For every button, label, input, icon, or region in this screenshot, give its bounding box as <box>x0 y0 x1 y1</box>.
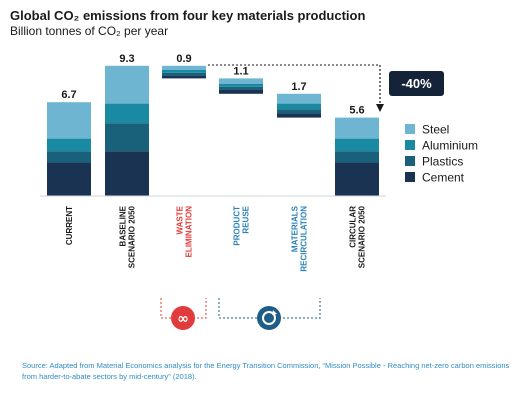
legend-swatch-steel <box>405 124 415 134</box>
source-note: Source: Adapted from Material Economics … <box>22 361 510 381</box>
bar-5-aluminium-segment <box>335 138 379 152</box>
bar-1-plastics-segment <box>105 123 149 152</box>
bar-5-plastics-segment <box>335 151 379 163</box>
labels-layer: 6.7 CURRENT 9.3 BASELINESCENARIO 2050 0.9 WAS… <box>61 53 366 272</box>
bar-0-category-label: CURRENT <box>65 206 74 245</box>
legend-label-plastics: Plastics <box>422 155 463 169</box>
bar-0-value-label: 6.7 <box>61 89 76 101</box>
legend-label-steel: Steel <box>422 123 449 137</box>
bar-2-cement-segment <box>162 75 206 79</box>
bar-3-plastics-segment <box>219 86 263 90</box>
bar-1-steel-segment <box>105 65 149 104</box>
bars-layer <box>40 65 386 197</box>
waste-elimination-bracket: ∞ <box>160 298 207 330</box>
infinity-icon <box>171 306 195 330</box>
bar-4-aluminium-segment <box>277 103 321 110</box>
bar-4-steel-segment <box>277 93 321 104</box>
circular-arrows-icon <box>257 306 281 330</box>
bar-5-value-label: 5.6 <box>349 105 364 117</box>
reduction-label: -40% <box>401 76 432 91</box>
reduction-badge <box>389 71 444 96</box>
bar-0-plastics-segment <box>47 151 91 163</box>
bar-1-category-label: BASELINESCENARIO 2050 <box>119 205 137 268</box>
chart-subtitle: Billion tonnes of CO₂ per year <box>10 24 169 38</box>
bar-2-plastics-segment <box>162 72 206 76</box>
bar-4-plastics-segment <box>277 109 321 114</box>
bar-3-aluminium-segment <box>219 84 263 87</box>
bar-1-aluminium-segment <box>105 103 149 124</box>
bar-4-cement-segment <box>277 113 321 118</box>
bar-2-steel-segment <box>162 65 206 70</box>
bar-2-category-label: WASTEELIMINATION <box>176 205 194 257</box>
bar-2-value-label: 0.9 <box>176 53 191 65</box>
legend-swatch-plastics <box>405 156 415 166</box>
bar-0-aluminium-segment <box>47 138 91 152</box>
bar-3-steel-segment <box>219 78 263 84</box>
bar-3-value-label: 1.1 <box>233 65 248 77</box>
chart-title: Global CO₂ emissions from four key mater… <box>10 8 366 23</box>
circularity-bracket <box>218 298 321 330</box>
bar-1-value-label: 9.3 <box>119 53 134 65</box>
reduction-arrow-head <box>376 104 384 112</box>
legend-label-cement: Cement <box>422 171 465 185</box>
bar-2-aluminium-segment <box>162 70 206 73</box>
legend-swatch-aluminium <box>405 140 415 150</box>
legend-swatch-cement <box>405 172 415 182</box>
bar-3-cement-segment <box>219 89 263 94</box>
svg-text:∞: ∞ <box>177 311 189 327</box>
bar-5-cement-segment <box>335 162 379 196</box>
bar-5-category-label: CIRCULARSCENARIO 2050 <box>349 205 367 268</box>
bar-4-value-label: 1.7 <box>291 81 306 93</box>
bar-0-steel-segment <box>47 102 91 139</box>
bar-0-cement-segment <box>47 162 91 196</box>
bar-3-category-label: PRODUCTREUSE <box>233 205 251 245</box>
legend: Steel Aluminium Plastics Cement <box>405 123 478 185</box>
bar-4-category-label: MATERIALSRECIRCULATION <box>291 205 309 271</box>
bar-5-steel-segment <box>335 117 379 139</box>
bar-1-cement-segment <box>105 151 149 196</box>
legend-label-aluminium: Aluminium <box>422 139 478 153</box>
